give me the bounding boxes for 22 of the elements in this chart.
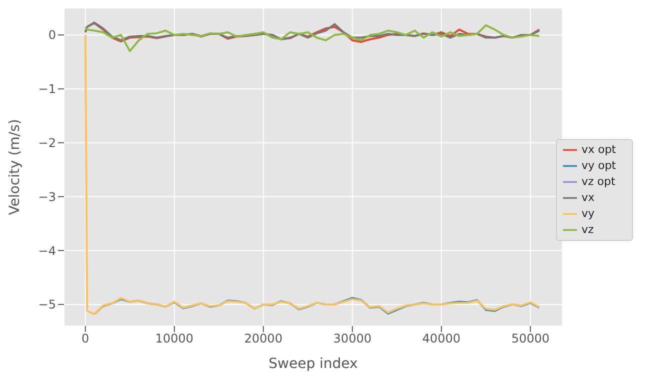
x-tick-label: 20000 bbox=[244, 332, 282, 346]
legend-label: vx bbox=[581, 191, 594, 204]
x-tick-label: 30000 bbox=[333, 332, 372, 346]
y-tick-label: −5 bbox=[38, 298, 56, 312]
x-tick-label: 10000 bbox=[155, 332, 194, 346]
x-axis-title: Sweep index bbox=[268, 356, 358, 372]
y-tick-label: −3 bbox=[38, 190, 56, 204]
line-series bbox=[84, 34, 540, 316]
x-tick-label: 40000 bbox=[422, 332, 460, 346]
legend-label: vy bbox=[581, 207, 594, 220]
x-tick-label: 0 bbox=[82, 332, 90, 346]
legend-label: vx opt bbox=[581, 143, 616, 156]
legend-label: vz bbox=[581, 223, 594, 236]
y-tick-label: −4 bbox=[38, 244, 56, 258]
x-tick-label: 50000 bbox=[511, 332, 550, 346]
line-series bbox=[84, 24, 540, 52]
y-tick-label: 0 bbox=[48, 28, 56, 42]
legend-label: vz opt bbox=[581, 175, 616, 188]
y-tick-label: −1 bbox=[38, 82, 56, 96]
y-tick-label: −2 bbox=[38, 136, 56, 150]
y-axis-title: Velocity (m/s) bbox=[6, 119, 23, 215]
legend-label: vy opt bbox=[581, 159, 616, 172]
